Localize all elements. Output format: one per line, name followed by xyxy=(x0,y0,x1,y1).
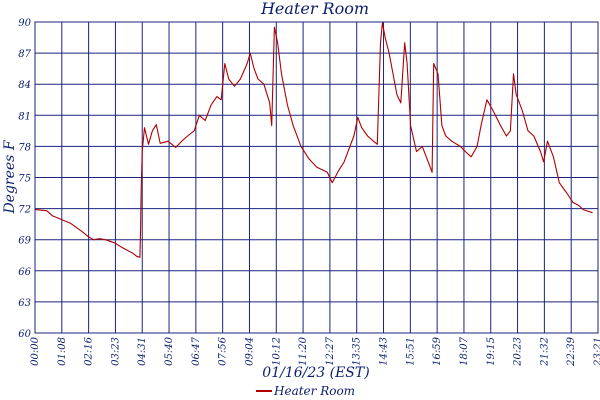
y-axis-label: Degrees F xyxy=(2,139,18,214)
x-tick-label: 05:40 xyxy=(164,336,175,365)
x-tick-label: 06:47 xyxy=(191,336,202,365)
y-tick-label: 72 xyxy=(18,205,31,216)
x-tick-label: 07:56 xyxy=(218,336,229,365)
x-tick-label: 15:51 xyxy=(405,337,416,366)
x-tick-label: 23:21 xyxy=(593,337,600,367)
x-tick-label: 21:32 xyxy=(539,337,550,367)
x-tick-label: 22:39 xyxy=(566,336,577,366)
x-tick-label: 12:27 xyxy=(325,336,336,365)
legend-label: Heater Room xyxy=(273,384,355,398)
series-layer xyxy=(34,22,593,258)
y-tick-labels: 60 63 66 69 72 75 78 81 84 87 90 xyxy=(18,18,31,340)
x-tick-label: 09:04 xyxy=(244,337,255,366)
y-tick-label: 75 xyxy=(18,174,31,185)
y-tick-label: 78 xyxy=(18,142,31,153)
series-line-heater-room xyxy=(34,22,593,258)
x-tick-label: 19:15 xyxy=(486,337,497,366)
y-tick-label: 60 xyxy=(18,329,31,340)
x-tick-label: 10:12 xyxy=(271,337,282,366)
grid xyxy=(34,21,599,334)
x-tick-label: 02:16 xyxy=(84,336,95,365)
x-tick-labels: 00:00 01:08 02:16 03:23 04:31 05:40 06:47 07:56… xyxy=(30,336,600,366)
legend: Heater Room xyxy=(256,384,355,398)
y-tick-label: 90 xyxy=(18,18,31,29)
x-tick-label: 01:08 xyxy=(57,337,68,366)
chart-title: Heater Room xyxy=(260,0,369,18)
y-tick-label: 84 xyxy=(18,80,31,91)
x-tick-label: 14:43 xyxy=(379,337,390,366)
plot-frame xyxy=(34,21,599,334)
y-tick-label: 69 xyxy=(18,236,31,247)
x-axis-label: 01/16/23 (EST) xyxy=(262,365,369,381)
x-tick-label: 20:23 xyxy=(513,337,524,367)
y-tick-label: 63 xyxy=(18,298,31,309)
y-tick-label: 66 xyxy=(18,267,31,278)
y-tick-label: 81 xyxy=(18,111,31,122)
x-tick-label: 16:59 xyxy=(432,336,443,365)
x-tick-label: 13:35 xyxy=(352,337,363,366)
x-tick-label: 03:23 xyxy=(110,337,121,366)
y-tick-label: 87 xyxy=(18,49,31,60)
x-tick-label: 18:07 xyxy=(459,336,470,365)
x-tick-label: 04:31 xyxy=(137,337,148,366)
x-tick-label: 11:20 xyxy=(298,336,309,365)
x-tick-label: 00:00 xyxy=(30,336,41,365)
